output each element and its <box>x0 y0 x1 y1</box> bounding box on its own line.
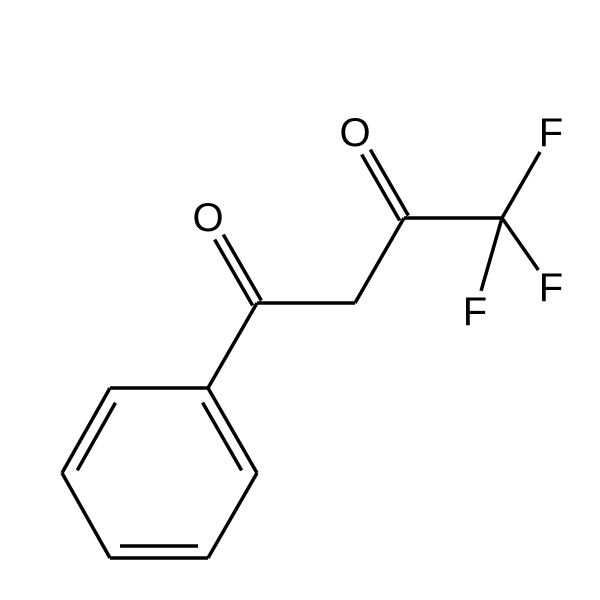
bond-line <box>355 218 404 303</box>
atom-label-f: F <box>463 290 487 334</box>
atom-label-o: O <box>339 111 370 155</box>
bond-line <box>502 218 538 270</box>
bond-line <box>502 152 540 218</box>
bond-line <box>481 218 502 291</box>
bond-line <box>208 303 257 388</box>
atom-label-o: O <box>192 196 223 240</box>
bond-line <box>62 388 110 473</box>
bond-line <box>208 388 257 473</box>
molecule-canvas: O O F F F <box>0 0 600 600</box>
atom-label-f: F <box>539 266 563 310</box>
bond-line <box>208 473 257 558</box>
atom-label-f: F <box>539 111 563 155</box>
bond-line <box>62 473 110 558</box>
